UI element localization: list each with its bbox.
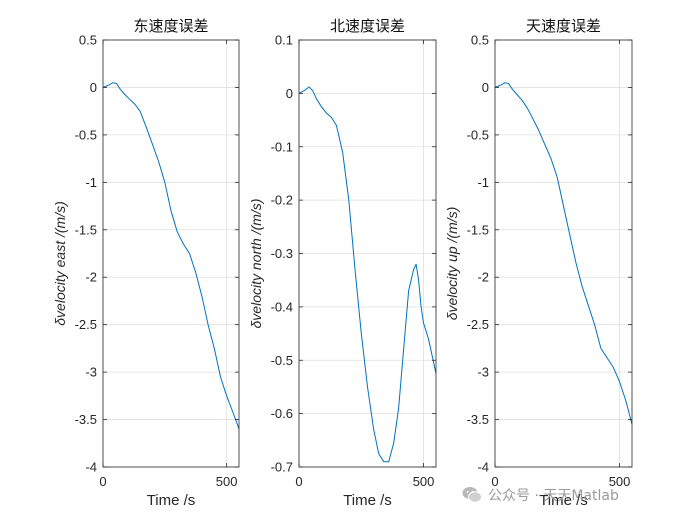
- watermark-text: 公众号 · 天天Matlab: [488, 488, 619, 504]
- x-axis-label: Time /s: [539, 492, 588, 509]
- x-tick-label: 0: [295, 474, 302, 489]
- subplot-3: 0.50-0.5-1-1.5-2-2.5-3-3.5-40 500天速度误差Tim…: [444, 17, 633, 509]
- y-tick-label: -0.1: [271, 139, 293, 154]
- wechat-icon: [462, 487, 482, 503]
- x-axis-label: Time /s: [147, 492, 196, 509]
- y-tick-label: -0.4: [271, 299, 293, 314]
- subplot-title: 北速度误差: [330, 17, 405, 35]
- y-tick-label: -1.5: [75, 222, 97, 237]
- y-tick-label: -1: [85, 175, 97, 190]
- subplot-2: 0.10-0.1-0.2-0.3-0.4-0.5-0.6-0.70 500北速度误…: [248, 17, 437, 509]
- y-tick-label: -0.5: [75, 127, 97, 142]
- y-tick-label: -3: [477, 365, 489, 380]
- y-tick-label: -3.5: [75, 412, 97, 427]
- y-tick-label: -0.6: [271, 406, 293, 421]
- y-tick-label: -4: [477, 460, 489, 475]
- y-tick-label: -3.5: [467, 412, 489, 427]
- x-tick-label: 0: [99, 474, 106, 489]
- y-tick-label: 0: [482, 80, 489, 95]
- y-tick-label: 0.5: [79, 33, 97, 48]
- y-tick-label: -0.7: [271, 460, 293, 475]
- y-tick-label: -2.5: [75, 317, 97, 332]
- y-tick-label: -0.5: [271, 353, 293, 368]
- y-tick-label: -0.3: [271, 246, 293, 261]
- x-tick-label: 0: [491, 474, 498, 489]
- subplot-title: 天速度误差: [526, 17, 601, 35]
- x-tick-label: 500: [609, 474, 631, 489]
- subplot-1: 0.50-0.5-1-1.5-2-2.5-3-3.5-40 500东速度误差Tim…: [52, 17, 240, 509]
- y-axis-label: δvelocity north /(m/s): [248, 199, 264, 329]
- axes-box: [494, 39, 633, 468]
- series-line: [102, 82, 240, 430]
- y-tick-label: -2: [85, 270, 97, 285]
- y-tick-label: -2.5: [467, 317, 489, 332]
- y-tick-label: -1.5: [467, 222, 489, 237]
- y-tick-label: 0.1: [275, 33, 293, 48]
- plot-area: [103, 40, 239, 467]
- y-axis-label: δvelocity east /(m/s): [52, 201, 68, 325]
- y-tick-label: -4: [85, 460, 97, 475]
- subplot-title: 东速度误差: [133, 17, 208, 35]
- y-tick-label: 0.5: [471, 33, 489, 48]
- y-tick-label: -1: [477, 175, 489, 190]
- y-tick-label: -0.2: [271, 193, 293, 208]
- series-line: [494, 82, 633, 425]
- y-tick-label: -0.5: [467, 127, 489, 142]
- x-tick-label: 500: [413, 474, 435, 489]
- y-tick-label: -2: [477, 270, 489, 285]
- plot-area: [495, 40, 632, 467]
- y-axis-label: δvelocity up /(m/s): [444, 207, 460, 321]
- y-tick-label: 0: [90, 80, 97, 95]
- y-tick-label: -3: [85, 365, 97, 380]
- y-tick-label: 0: [286, 86, 293, 101]
- watermark: 公众号 · 天天Matlab: [462, 483, 619, 507]
- series-line: [298, 86, 437, 463]
- x-axis-label: Time /s: [343, 492, 392, 509]
- axes-box: [102, 39, 240, 468]
- x-tick-label: 500: [216, 474, 238, 489]
